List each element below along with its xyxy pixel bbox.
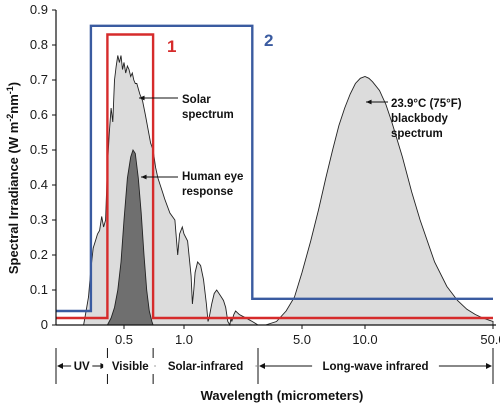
y-axis-title: Spectral Irradiance (W m-2nm-1): [5, 82, 21, 274]
y-tick-label: 0.3: [30, 212, 48, 227]
eye-response-label: Human eye: [182, 171, 243, 183]
blackbody-label: blackbody: [391, 113, 448, 125]
x-tick-label: 5.0: [293, 332, 311, 347]
y-tick-label: 0.1: [30, 282, 48, 297]
band-label-bg: [71, 358, 93, 374]
band-label: Visible: [112, 361, 149, 373]
solar-spectrum-label: spectrum: [182, 109, 234, 121]
solar-spectrum-label: Solar: [182, 94, 211, 106]
band-label: Long-wave infrared: [322, 361, 428, 373]
band-label: Solar-infrared: [168, 361, 243, 373]
band-label-bg: [312, 358, 439, 374]
plot-area: [56, 24, 494, 327]
y-tick-label: 0.8: [30, 37, 48, 52]
band-label-bg: [155, 358, 256, 374]
filter-2-label: 2: [264, 31, 273, 50]
y-tick-label: 0.5: [30, 142, 48, 157]
annotations: Solar spectrum Human eye response 23.9°C (75…: [139, 31, 462, 198]
y-tick-label: 0.4: [30, 177, 48, 192]
filter-2-line: [56, 24, 493, 313]
axes: 0 0.1 0.2 0.3 0.4 0.5 0.6 0.7 0.8 0.9 0.5 1.0 5.0 10.…: [5, 2, 500, 403]
filter-1-line: [56, 33, 493, 320]
y-tick-label: 0.9: [30, 2, 48, 17]
blackbody-spectrum-area: [265, 76, 494, 326]
y-tick-label: 0.7: [30, 72, 48, 87]
x-tick-label: 1.0: [175, 332, 193, 347]
band-label: UV: [74, 361, 90, 373]
band-arrow-right: [486, 363, 492, 369]
x-axis-title: Wavelength (micrometers): [201, 388, 364, 403]
filter-1-label: 1: [167, 37, 176, 56]
x-tick-label: 50.0: [480, 332, 500, 347]
x-tick-label: 0.5: [115, 332, 133, 347]
band-label-bg: [103, 358, 158, 374]
human-eye-response-area: [106, 148, 154, 326]
y-tick-label: 0: [41, 317, 48, 332]
blackbody-label: spectrum: [391, 128, 443, 140]
eye-arrow-head: [141, 174, 147, 180]
x-tick-label: 10.0: [352, 332, 377, 347]
blackbody-arrow-head: [366, 99, 372, 105]
band-arrow-left: [259, 363, 265, 369]
blackbody-label: 23.9°C (75°F): [391, 98, 462, 110]
y-tick-label: 0.6: [30, 107, 48, 122]
eye-response-label: response: [182, 186, 233, 198]
band-arrow-left: [57, 363, 63, 369]
y-tick-label: 0.2: [30, 247, 48, 262]
solar-arrow-head: [139, 95, 145, 101]
